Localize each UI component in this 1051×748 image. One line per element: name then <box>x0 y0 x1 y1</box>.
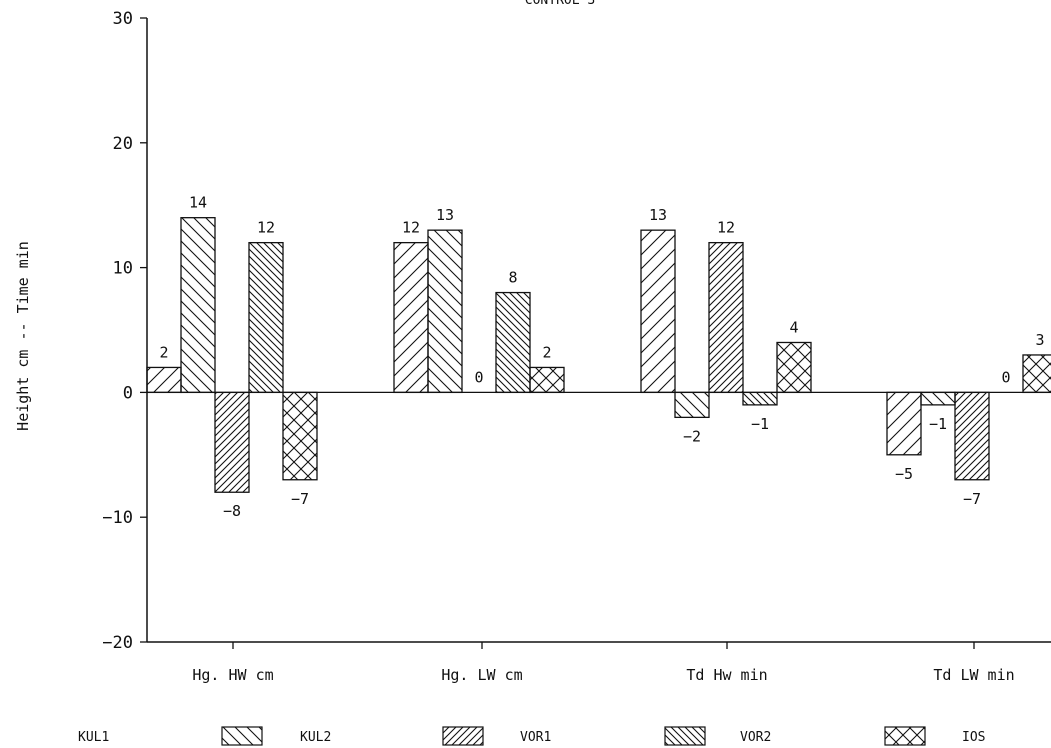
bar-value-label: 2 <box>159 343 168 361</box>
bar-kul1 <box>640 229 676 394</box>
bar-kul2 <box>674 391 710 419</box>
y-tick-label: 10 <box>113 259 133 279</box>
legend-swatch-vor1 <box>442 726 484 746</box>
bar-value-label: 2 <box>542 343 551 361</box>
bar-value-label: 13 <box>649 206 667 224</box>
bar-vor1 <box>214 391 250 493</box>
x-category-label: Hg. LW cm <box>441 666 522 684</box>
bar-vor2 <box>248 241 284 394</box>
bar-value-label: −2 <box>683 427 701 445</box>
x-category-label: Td Hw min <box>686 666 767 684</box>
legend: KUL1 KUL2 VOR1 VOR2 IOS <box>78 726 985 746</box>
bar-value-label: −5 <box>895 465 913 483</box>
bar-vor2 <box>742 391 778 406</box>
legend-label-ios: IOS <box>962 730 985 745</box>
bar-value-label: −7 <box>291 490 309 508</box>
legend-label-vor1: VOR1 <box>520 730 551 745</box>
legend-label-vor2: VOR2 <box>740 730 771 745</box>
y-tick-label: −20 <box>102 633 133 653</box>
bar-value-label: 12 <box>717 219 735 237</box>
bar-ios <box>776 341 812 394</box>
y-tick-label: 20 <box>113 134 133 154</box>
bar-kul1 <box>146 366 182 394</box>
bar-value-label: 8 <box>508 269 517 287</box>
legend-swatch-vor2 <box>664 726 706 746</box>
value-labels-group: 2 12 13 −5 14 13 −2 −1 −8 0 12 −7 12 8 −1 0 −7 2 4 3 <box>159 194 1044 521</box>
bar-kul2 <box>180 217 216 394</box>
bar-vor2 <box>495 291 531 394</box>
bar-kul1 <box>393 241 429 394</box>
bar-value-label: 12 <box>402 219 420 237</box>
bar-value-label: 4 <box>789 318 798 336</box>
bar-value-label: 12 <box>257 219 275 237</box>
bar-ios <box>1022 354 1051 394</box>
y-tick-label: −10 <box>102 508 133 528</box>
bar-value-label: −8 <box>223 502 241 520</box>
bar-ios <box>529 366 565 394</box>
legend-label-kul1: KUL1 <box>78 730 109 745</box>
bar-ios <box>282 391 318 481</box>
bar-kul1 <box>886 391 922 456</box>
bar-kul2 <box>427 229 463 394</box>
bar-kul2 <box>920 391 956 406</box>
legend-swatch-kul2 <box>221 726 263 746</box>
bar-value-label: 13 <box>436 206 454 224</box>
bar-value-label: −7 <box>963 490 981 508</box>
x-category-label: Hg. HW cm <box>192 666 273 684</box>
bar-value-label: 0 <box>1001 368 1010 386</box>
bar-value-label: −1 <box>929 415 947 433</box>
x-category-label: Td LW min <box>933 666 1014 684</box>
legend-label-kul2: KUL2 <box>300 730 331 745</box>
bar-value-label: 14 <box>189 194 207 212</box>
bar-value-label: 0 <box>474 368 483 386</box>
legend-swatch-ios <box>884 726 926 746</box>
bar-value-label: −1 <box>751 415 769 433</box>
bar-vor1 <box>954 391 990 481</box>
bars-group <box>146 217 1051 493</box>
y-axis-title: Height cm -- Time min <box>14 241 32 431</box>
y-tick-label: 30 <box>113 9 133 29</box>
chart-title: CONTROL 3 <box>525 0 595 8</box>
bar-vor1 <box>708 241 744 394</box>
bar-value-label: 3 <box>1035 331 1044 349</box>
y-tick-label: 0 <box>123 383 133 403</box>
